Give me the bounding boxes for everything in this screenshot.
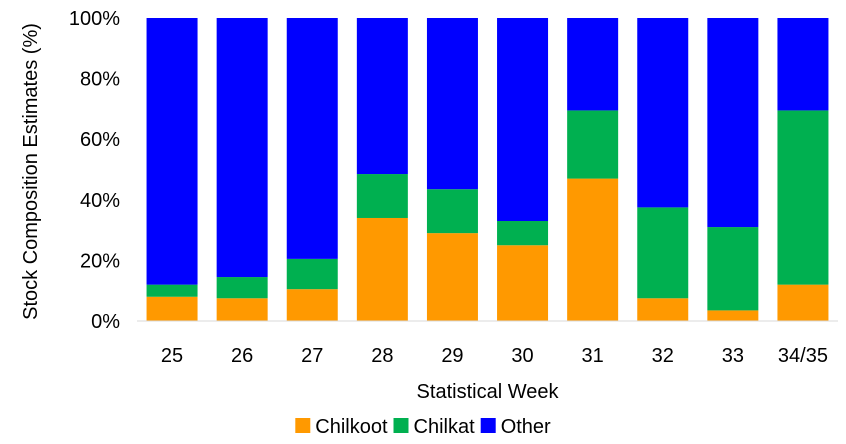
y-axis-ticks: 0% 20% 40% 60% 80% 100% <box>69 8 120 333</box>
bar-chilkat-28 <box>356 174 408 218</box>
x-axis-ticks: 25 26 27 28 29 30 31 32 33 34/35 <box>161 345 828 367</box>
bars <box>146 18 829 321</box>
bar-other-34-35 <box>777 18 829 111</box>
x-tick-label: 31 <box>582 345 604 367</box>
y-tick-label: 100% <box>69 8 120 30</box>
y-tick-label: 80% <box>80 69 120 91</box>
bar-chilkoot-29 <box>426 233 478 321</box>
legend-swatch <box>295 418 311 433</box>
bar-other-27 <box>286 18 338 259</box>
bar-chilkat-30 <box>497 221 549 246</box>
bar-other-29 <box>426 18 478 190</box>
x-tick-label: 34/35 <box>778 345 828 367</box>
legend-item-chilkoot: Chilkoot <box>295 416 388 438</box>
bar-chilkat-27 <box>286 258 338 290</box>
legend-label: Other <box>501 416 551 438</box>
bar-chilkat-29 <box>426 189 478 234</box>
legend-item-other: Other <box>480 416 551 438</box>
bar-chilkoot-27 <box>286 289 338 321</box>
bar-other-33 <box>707 18 759 228</box>
y-tick-label: 20% <box>80 250 120 272</box>
x-tick-label: 29 <box>441 345 463 367</box>
x-tick-label: 27 <box>301 345 323 367</box>
legend-label: Chilkat <box>414 416 476 438</box>
bar-chilkat-32 <box>637 207 689 299</box>
legend-swatch <box>393 418 409 433</box>
x-tick-label: 30 <box>511 345 533 367</box>
bar-other-31 <box>567 18 619 111</box>
bar-chilkoot-34-35 <box>777 284 829 321</box>
x-tick-label: 28 <box>371 345 393 367</box>
legend: Chilkoot Chilkat Other <box>295 416 551 438</box>
legend-item-chilkat: Chilkat <box>393 416 476 438</box>
bar-chilkoot-32 <box>637 298 689 321</box>
bar-chilkat-26 <box>216 277 268 299</box>
bar-chilkat-25 <box>146 284 198 297</box>
legend-swatch <box>480 418 496 433</box>
bar-chilkoot-26 <box>216 298 268 321</box>
bar-chilkoot-30 <box>497 245 549 321</box>
bar-chilkoot-25 <box>146 296 198 321</box>
legend-label: Chilkoot <box>315 416 388 438</box>
y-tick-label: 40% <box>80 190 120 212</box>
bar-other-26 <box>216 18 268 278</box>
x-axis-title: Statistical Week <box>417 381 560 403</box>
bar-chilkoot-28 <box>356 217 408 321</box>
x-tick-label: 25 <box>161 345 183 367</box>
bar-chilkat-34-35 <box>777 110 829 285</box>
bar-chilkoot-31 <box>567 178 619 321</box>
y-axis-title: Stock Composition Estimates (%) <box>20 23 42 320</box>
bar-other-32 <box>637 18 689 208</box>
x-tick-label: 32 <box>652 345 674 367</box>
y-tick-label: 60% <box>80 129 120 151</box>
bar-other-30 <box>497 18 549 222</box>
y-tick-label: 0% <box>91 311 120 333</box>
bar-other-28 <box>356 18 408 175</box>
bar-chilkat-33 <box>707 227 759 311</box>
bar-chilkoot-33 <box>707 310 759 321</box>
bar-other-25 <box>146 18 198 285</box>
x-tick-label: 26 <box>231 345 253 367</box>
bar-chilkat-31 <box>567 110 619 179</box>
x-tick-label: 33 <box>722 345 744 367</box>
